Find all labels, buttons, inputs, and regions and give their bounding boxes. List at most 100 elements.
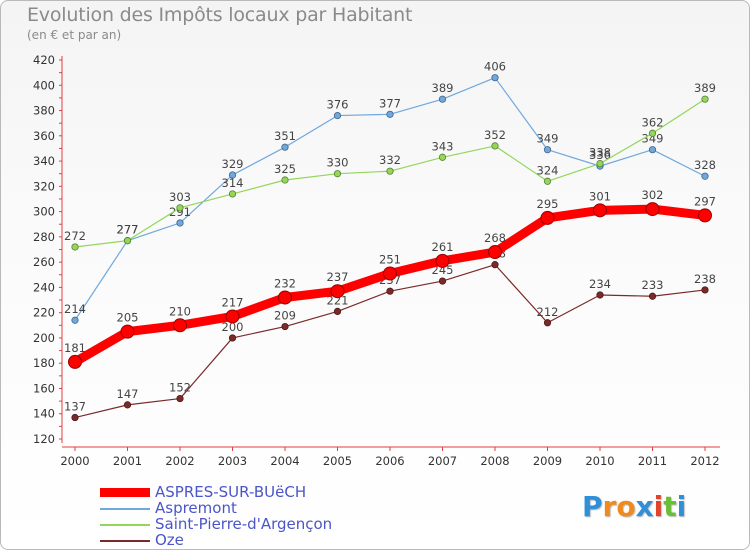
x-tick-label: 2001 bbox=[113, 454, 142, 468]
data-label-aspres-sur-bu-ch: 268 bbox=[484, 231, 506, 245]
data-point-aspres-sur-bu-ch bbox=[540, 210, 555, 225]
data-label-saint-pierre-d-argen-on: 343 bbox=[432, 139, 454, 153]
data-label-saint-pierre-d-argen-on: 272 bbox=[64, 229, 86, 243]
data-point-aspremont bbox=[281, 143, 289, 151]
data-point-saint-pierre-d-argen-on bbox=[701, 95, 709, 103]
data-label-aspres-sur-bu-ch: 302 bbox=[642, 188, 664, 202]
x-tick-label: 2012 bbox=[690, 454, 719, 468]
data-point-oze bbox=[491, 261, 499, 269]
data-label-saint-pierre-d-argen-on: 303 bbox=[169, 190, 191, 204]
x-tick-label: 2010 bbox=[585, 454, 614, 468]
data-point-aspremont bbox=[438, 95, 447, 103]
data-point-saint-pierre-d-argen-on bbox=[71, 243, 79, 251]
data-point-oze bbox=[333, 307, 342, 316]
data-label-saint-pierre-d-argen-on: 389 bbox=[694, 81, 716, 95]
data-point-saint-pierre-d-argen-on bbox=[491, 142, 499, 150]
data-label-aspremont: 329 bbox=[222, 157, 244, 171]
data-point-saint-pierre-d-argen-on bbox=[281, 176, 289, 184]
data-point-oze bbox=[386, 287, 394, 295]
data-point-aspremont bbox=[333, 111, 342, 120]
data-label-saint-pierre-d-argen-on: 325 bbox=[274, 162, 296, 176]
data-point-oze bbox=[701, 286, 709, 294]
data-label-oze: 221 bbox=[327, 293, 349, 307]
data-point-oze bbox=[71, 413, 79, 422]
data-point-aspres-sur-bu-ch bbox=[488, 245, 502, 260]
data-point-aspremont bbox=[71, 316, 79, 324]
data-point-saint-pierre-d-argen-on bbox=[543, 177, 552, 185]
data-label-saint-pierre-d-argen-on: 314 bbox=[222, 176, 244, 190]
y-tick-label: 300 bbox=[33, 205, 55, 219]
y-tick-label: 340 bbox=[33, 154, 55, 168]
legend-label: ASPRES-SUR-BUëCH bbox=[155, 483, 307, 501]
data-point-aspres-sur-bu-ch bbox=[383, 266, 397, 281]
data-label-aspremont: 351 bbox=[274, 129, 296, 143]
data-point-aspres-sur-bu-ch bbox=[645, 202, 660, 217]
data-label-aspres-sur-bu-ch: 217 bbox=[222, 295, 244, 309]
data-point-oze bbox=[596, 291, 604, 299]
data-point-oze bbox=[123, 401, 132, 409]
y-tick-label: 260 bbox=[33, 255, 55, 269]
x-tick-label: 2005 bbox=[323, 454, 352, 468]
data-point-aspremont bbox=[491, 74, 499, 82]
data-point-aspremont bbox=[386, 110, 394, 118]
data-point-aspres-sur-bu-ch bbox=[330, 284, 345, 299]
data-point-oze bbox=[543, 319, 552, 327]
data-point-saint-pierre-d-argen-on bbox=[438, 153, 447, 161]
data-label-saint-pierre-d-argen-on: 330 bbox=[327, 156, 349, 170]
data-point-saint-pierre-d-argen-on bbox=[648, 129, 657, 137]
data-label-aspres-sur-bu-ch: 210 bbox=[169, 304, 191, 318]
y-tick-label: 320 bbox=[33, 179, 55, 193]
data-point-saint-pierre-d-argen-on bbox=[333, 170, 342, 178]
x-tick-label: 2007 bbox=[428, 454, 457, 468]
logo-letter: x bbox=[635, 490, 654, 523]
data-label-aspremont: 349 bbox=[642, 132, 664, 146]
data-label-aspremont: 214 bbox=[64, 302, 86, 316]
data-label-oze: 209 bbox=[274, 309, 296, 323]
legend-swatch bbox=[100, 488, 150, 497]
y-tick-label: 220 bbox=[33, 306, 55, 320]
data-label-aspremont: 291 bbox=[169, 205, 191, 219]
logo-letter: t bbox=[663, 490, 677, 523]
data-label-aspremont: 406 bbox=[484, 60, 506, 74]
legend-label: Aspremont bbox=[155, 499, 237, 517]
data-label-aspremont: 389 bbox=[432, 81, 454, 95]
data-point-aspremont bbox=[701, 172, 709, 180]
data-point-aspres-sur-bu-ch bbox=[698, 208, 712, 223]
y-tick-label: 160 bbox=[33, 381, 55, 395]
data-label-aspres-sur-bu-ch: 205 bbox=[117, 311, 139, 325]
data-point-aspres-sur-bu-ch bbox=[173, 318, 187, 333]
x-tick-label: 2006 bbox=[375, 454, 404, 468]
data-label-aspres-sur-bu-ch: 251 bbox=[379, 253, 401, 267]
data-label-aspres-sur-bu-ch: 297 bbox=[694, 194, 716, 208]
data-label-oze: 212 bbox=[537, 305, 559, 319]
logo-letter: o bbox=[616, 490, 636, 523]
data-label-aspremont: 277 bbox=[117, 223, 139, 237]
legend-label: Oze bbox=[155, 531, 184, 549]
data-label-oze: 238 bbox=[694, 272, 716, 286]
data-label-oze: 147 bbox=[117, 387, 139, 401]
x-tick-label: 2004 bbox=[270, 454, 299, 468]
y-tick-label: 240 bbox=[33, 280, 55, 294]
x-tick-label: 2011 bbox=[638, 454, 667, 468]
legend-swatch bbox=[100, 524, 150, 526]
x-tick-label: 2009 bbox=[533, 454, 562, 468]
data-point-oze bbox=[648, 292, 657, 300]
data-label-saint-pierre-d-argen-on: 352 bbox=[484, 128, 506, 142]
data-point-aspres-sur-bu-ch bbox=[593, 203, 607, 218]
y-tick-label: 360 bbox=[33, 129, 55, 143]
data-point-oze bbox=[228, 334, 237, 342]
x-tick-label: 2003 bbox=[218, 454, 247, 468]
data-point-saint-pierre-d-argen-on bbox=[386, 167, 394, 175]
data-label-aspremont: 377 bbox=[379, 96, 401, 110]
data-point-aspres-sur-bu-ch bbox=[225, 309, 240, 324]
data-label-oze: 234 bbox=[589, 277, 611, 291]
data-label-aspres-sur-bu-ch: 181 bbox=[64, 341, 86, 355]
y-tick-label: 140 bbox=[33, 407, 55, 421]
data-label-aspremont: 349 bbox=[537, 132, 559, 146]
data-label-aspres-sur-bu-ch: 301 bbox=[589, 189, 611, 203]
data-label-saint-pierre-d-argen-on: 277 bbox=[117, 223, 139, 237]
legend-label: Saint-Pierre-d'Argençon bbox=[155, 515, 333, 533]
data-point-aspres-sur-bu-ch bbox=[68, 354, 82, 369]
data-point-oze bbox=[281, 322, 289, 331]
